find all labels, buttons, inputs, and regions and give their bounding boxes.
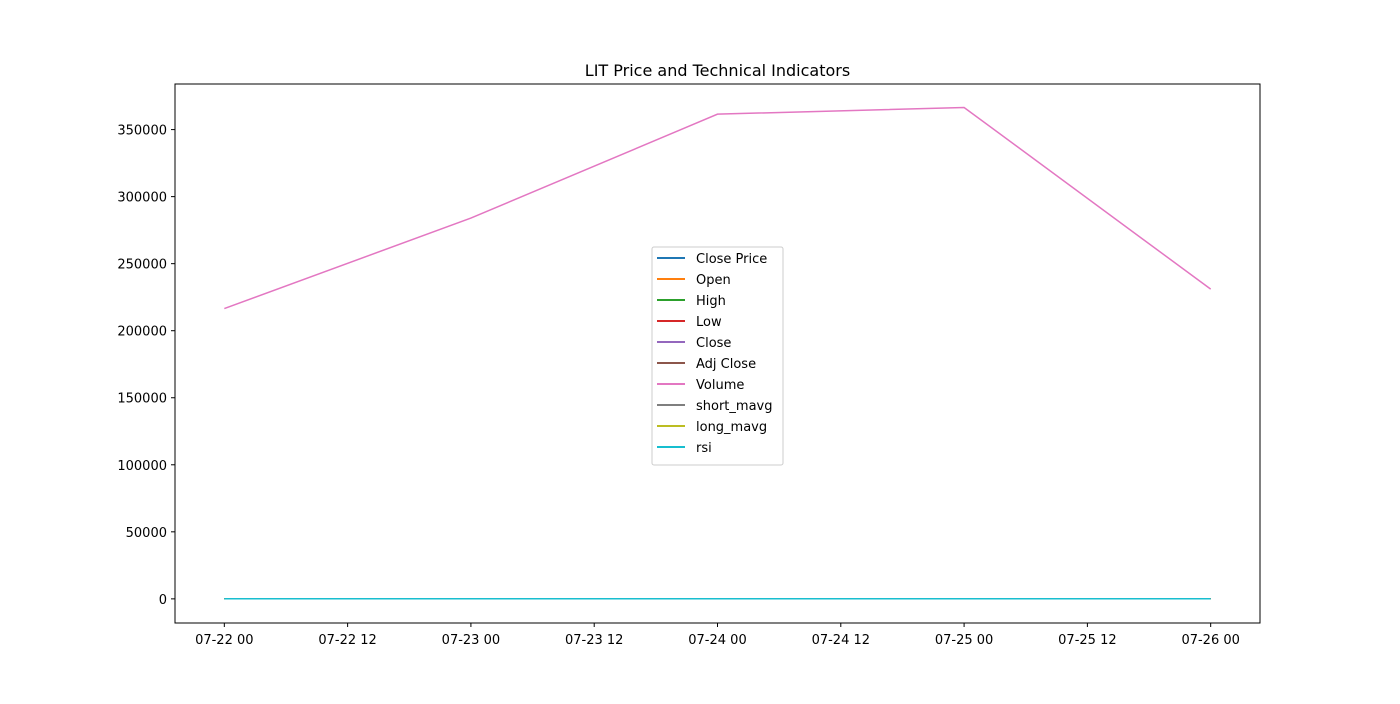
y-tick-label: 150000 bbox=[117, 392, 167, 407]
legend-label-low: Low bbox=[696, 315, 722, 330]
legend-label-short-mavg: short_mavg bbox=[696, 399, 772, 414]
x-tick-label: 07-24 00 bbox=[688, 633, 746, 648]
x-tick-label: 07-22 12 bbox=[318, 633, 376, 648]
x-tick-label: 07-22 00 bbox=[195, 633, 253, 648]
x-tick-label: 07-24 12 bbox=[812, 633, 870, 648]
legend: Close Price Open High Low Close Adj Close Volu… bbox=[652, 247, 783, 465]
x-tick-label: 07-26 00 bbox=[1181, 633, 1239, 648]
x-tick-label: 07-25 00 bbox=[935, 633, 993, 648]
legend-label-open: Open bbox=[696, 273, 731, 288]
legend-label-close: Close bbox=[696, 336, 731, 351]
chart-title: LIT Price and Technical Indicators bbox=[585, 61, 850, 80]
y-tick-label: 100000 bbox=[117, 459, 167, 474]
legend-label-rsi: rsi bbox=[696, 441, 712, 456]
legend-label-adj-close: Adj Close bbox=[696, 357, 756, 372]
y-tick-label: 0 bbox=[159, 593, 167, 608]
y-tick-label: 350000 bbox=[117, 124, 167, 139]
y-tick-label: 250000 bbox=[117, 258, 167, 273]
legend-label-high: High bbox=[696, 294, 726, 309]
y-tick-label: 300000 bbox=[117, 191, 167, 206]
x-axis: 07-22 00 07-22 12 07-23 00 07-23 12 07-24 00… bbox=[195, 623, 1240, 648]
legend-label-volume: Volume bbox=[696, 378, 744, 393]
y-tick-label: 200000 bbox=[117, 325, 167, 340]
x-tick-label: 07-25 12 bbox=[1058, 633, 1116, 648]
legend-label-close-price: Close Price bbox=[696, 252, 767, 267]
y-axis: 0 50000 100000 150000 200000 250000 300000 3500… bbox=[117, 124, 175, 608]
x-tick-label: 07-23 12 bbox=[565, 633, 623, 648]
legend-label-long-mavg: long_mavg bbox=[696, 420, 767, 435]
x-tick-label: 07-23 00 bbox=[442, 633, 500, 648]
y-tick-label: 50000 bbox=[126, 526, 167, 541]
